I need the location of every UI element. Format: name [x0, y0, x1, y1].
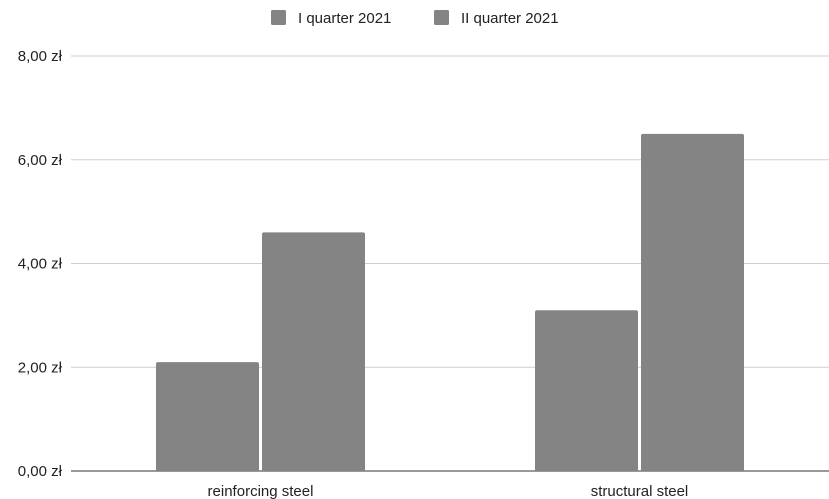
legend-label: I quarter 2021: [298, 10, 391, 27]
bar-series-2-reinforcing-steel: [262, 232, 365, 471]
y-tick-label: 8,00 zł: [18, 48, 63, 65]
bars: [156, 133, 744, 471]
legend: I quarter 2021 II quarter 2021: [271, 10, 559, 27]
y-tick-label: 4,00 zł: [18, 256, 63, 273]
legend-swatch: [271, 10, 286, 25]
bar-series-1-reinforcing-steel: [156, 362, 259, 471]
x-tick-label: reinforcing steel: [208, 483, 314, 499]
y-tick-label: 0,00 zł: [18, 463, 63, 480]
legend-swatch: [434, 10, 449, 25]
legend-label: II quarter 2021: [461, 10, 559, 27]
x-axis: reinforcing steel structural steel: [208, 483, 689, 499]
y-tick-label: 6,00 zł: [18, 152, 63, 169]
y-tick-label: 2,00 zł: [18, 359, 63, 376]
bar-series-2-structural-steel: [641, 133, 744, 471]
x-tick-label: structural steel: [591, 483, 689, 499]
bar-series-1-structural-steel: [535, 310, 638, 471]
